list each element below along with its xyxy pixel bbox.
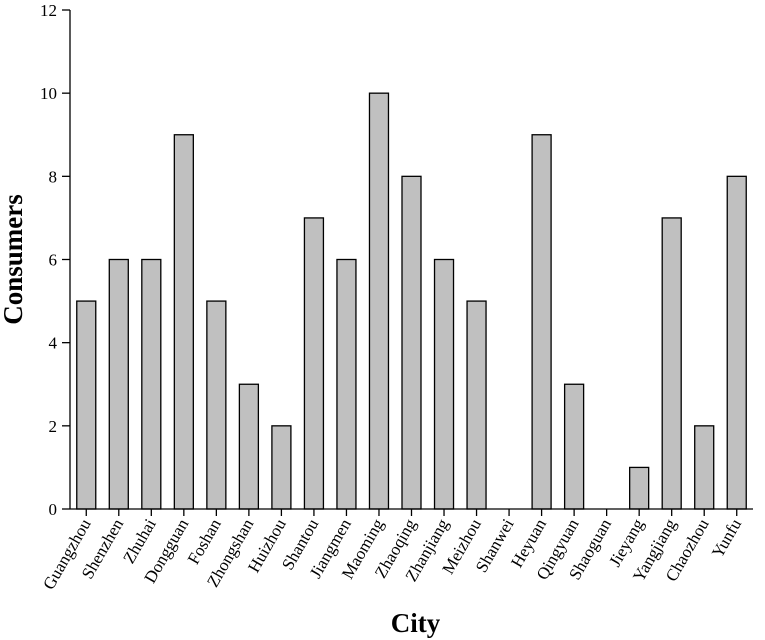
- bar-jiangmen: [336, 258, 357, 510]
- y-tick-label: 4: [49, 334, 58, 353]
- x-axis-title: City: [391, 608, 441, 638]
- bar-zhaoqing: [401, 175, 422, 510]
- bars-group: [76, 92, 747, 510]
- bar-qingyuan: [563, 383, 585, 510]
- y-axis-title: Consumers: [0, 194, 28, 325]
- bar-yunfu: [726, 175, 747, 510]
- y-tick-label: 12: [40, 1, 57, 20]
- bar-maoming: [368, 92, 390, 510]
- bar-guangzhou: [76, 300, 97, 510]
- bar-yangjiang: [661, 217, 682, 510]
- bar-shenzhen: [108, 258, 129, 510]
- bar-shantou: [303, 217, 325, 510]
- bar-jieyang: [629, 466, 650, 510]
- y-ticks-group: 0 2 4 6 8 10 12: [40, 1, 70, 519]
- bar-zhongshan: [238, 383, 260, 510]
- bar-heyuan: [531, 134, 552, 510]
- bar-huizhou: [271, 425, 292, 510]
- y-tick-label: 0: [49, 500, 58, 519]
- bar-chaozhou: [694, 425, 715, 510]
- y-tick-label: 8: [49, 167, 58, 186]
- bar-zhuhai: [141, 258, 162, 510]
- bar-meizhou: [466, 300, 487, 510]
- x-tick-label-yunfu: Yunfu: [708, 515, 745, 561]
- bar-foshan: [206, 300, 227, 510]
- y-tick-label: 2: [49, 417, 58, 436]
- y-tick-label: 6: [49, 251, 58, 270]
- bar-zhanjiang: [433, 258, 455, 510]
- x-ticks-group: GuangzhouShenzhenZhuhaiDongguanFoshanZho…: [39, 509, 745, 593]
- x-tick-label-guangzhou: Guangzhou: [39, 515, 95, 593]
- y-tick-label: 10: [40, 84, 57, 103]
- bar-dongguan: [173, 134, 194, 510]
